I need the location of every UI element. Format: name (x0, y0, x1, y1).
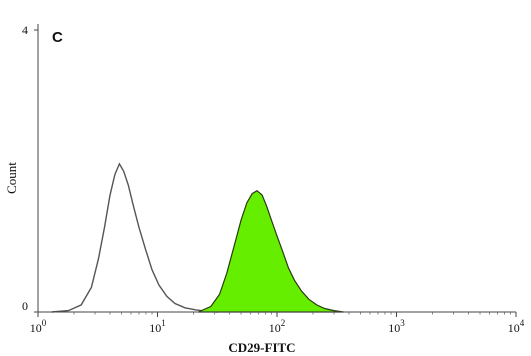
x-tick-label: 103 (388, 318, 405, 335)
y-axis-label: Count (4, 162, 19, 194)
series-layer (51, 162, 344, 313)
y-tick-label: 0 (22, 299, 28, 313)
y-axis-ticks: 04 (22, 23, 38, 313)
x-axis-label: CD29-FITC (228, 340, 295, 355)
x-axis-ticks: 100 101 102 103 104 (30, 312, 525, 335)
x-tick-label: 104 (508, 318, 525, 335)
panel-label: C (52, 29, 63, 46)
control-histogram-series (51, 162, 218, 313)
x-tick-label: 100 (30, 318, 47, 335)
y-tick-label: 4 (22, 23, 28, 37)
filled-histogram-series (198, 189, 344, 313)
x-tick-label: 101 (149, 318, 166, 335)
x-tick-label: 102 (269, 318, 286, 335)
